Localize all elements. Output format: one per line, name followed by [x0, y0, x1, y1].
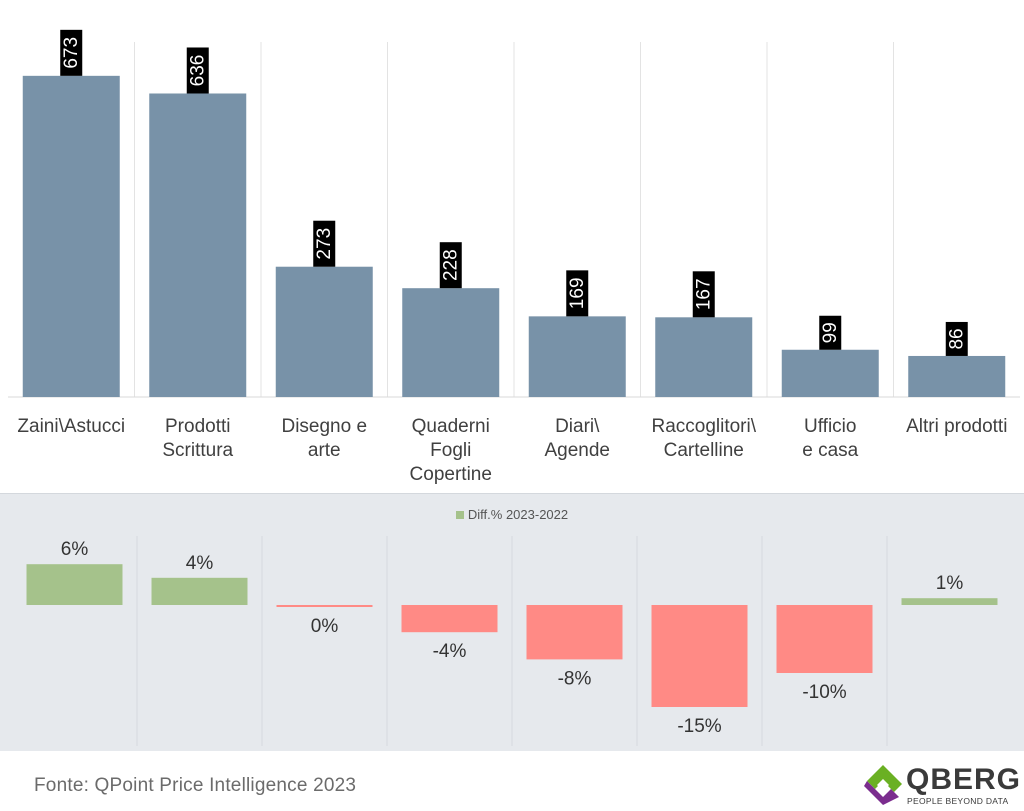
legend-swatch	[455, 511, 464, 519]
category-label-line: Copertine	[410, 464, 492, 485]
data-label-text: 673	[61, 37, 82, 69]
bar	[149, 93, 247, 397]
data-label: 6%	[61, 539, 89, 560]
category-label-line: Fogli	[430, 440, 471, 461]
category-label: Ufficio e casa	[802, 416, 858, 461]
logo-name: QBERG	[906, 763, 1022, 796]
data-label: 86	[945, 321, 968, 356]
category-label-line: Altri prodotti	[906, 416, 1007, 437]
data-label-text: 636	[187, 55, 208, 87]
category-label: Prodotti Scrittura	[162, 416, 233, 461]
category-label-line: e casa	[802, 440, 858, 461]
bar	[275, 266, 373, 397]
bar	[901, 598, 998, 605]
category-label-line: Ufficio	[804, 416, 856, 437]
category-label: Altri prodotti	[906, 416, 1007, 437]
data-label: 167	[692, 271, 715, 318]
category-label-line: Scrittura	[162, 440, 233, 461]
category-label: Quaderni Fogli Copertine	[410, 416, 492, 485]
data-label-background	[692, 271, 715, 318]
qberg-logo-icon	[864, 765, 902, 805]
data-label-background	[60, 29, 83, 76]
category-label-line: Cartelline	[664, 440, 744, 461]
data-label: -4%	[433, 641, 467, 662]
data-label: 169	[566, 270, 589, 317]
difference-bar-chart: 6% 4% 0% -4% -8% -15% -10% 1%	[26, 536, 998, 746]
category-label-line: Raccoglitori\	[651, 416, 756, 437]
source-note: Fonte: QPoint Price Intelligence 2023	[34, 775, 357, 796]
qberg-logo: QBERG PEOPLE BEYOND DATA	[862, 763, 1020, 807]
volume-bar-chart: 673 Zaini\Astucci 636 Prodotti Scrittura 273 D…	[8, 29, 1020, 485]
category-label-line: Diari\	[555, 416, 600, 437]
bar	[22, 75, 120, 398]
data-label: 0%	[311, 616, 339, 637]
bar	[908, 355, 1006, 397]
bar	[528, 316, 626, 397]
bar	[651, 605, 748, 707]
legend-label: Diff.% 2023-2022	[467, 507, 569, 522]
data-label: -8%	[558, 668, 592, 689]
bar	[276, 605, 373, 607]
data-label-text: 273	[314, 228, 335, 260]
category-label-line: Disegno e	[281, 416, 367, 437]
difference-panel: Diff.% 2023-2022 6% 4% 0% -4% -8% -15% -10% 1%	[0, 493, 1024, 751]
data-label-background	[819, 315, 842, 350]
data-label: -15%	[677, 716, 721, 737]
category-label-line: arte	[308, 440, 341, 461]
data-label: 4%	[186, 553, 214, 574]
data-label-background	[186, 47, 209, 94]
logo-tagline: PEOPLE BEYOND DATA	[907, 796, 1009, 806]
data-label-text: 169	[567, 277, 588, 309]
data-label: 228	[439, 242, 462, 289]
data-label-text: 99	[820, 322, 841, 343]
data-label: 99	[819, 315, 842, 350]
bar	[401, 605, 498, 633]
bar	[526, 605, 623, 660]
category-label-line: Quaderni	[412, 416, 490, 437]
data-label-background	[313, 220, 336, 267]
bar	[776, 605, 873, 673]
bar	[151, 577, 248, 605]
category-label-line: Zaini\Astucci	[17, 416, 125, 437]
category-label: Disegno e arte	[281, 416, 367, 461]
data-label-background	[945, 321, 968, 356]
bar	[26, 564, 123, 605]
data-label-background	[566, 270, 589, 317]
data-label: 636	[186, 47, 209, 94]
legend: Diff.% 2023-2022	[0, 507, 1024, 522]
bar	[402, 288, 500, 397]
category-label: Zaini\Astucci	[17, 416, 125, 437]
data-label-text: 228	[440, 249, 461, 281]
category-label: Diari\ Agende	[544, 416, 610, 461]
category-label-line: Agende	[544, 440, 610, 461]
data-label-text: 86	[946, 328, 967, 349]
data-label: 673	[60, 29, 83, 76]
category-label: Raccoglitori\ Cartelline	[651, 416, 756, 461]
data-label: 273	[313, 220, 336, 267]
data-label: 1%	[936, 573, 964, 594]
data-label-text: 167	[693, 278, 714, 310]
bar	[655, 317, 753, 397]
data-label-background	[439, 242, 462, 289]
data-label: -10%	[802, 682, 846, 703]
bar	[781, 349, 879, 397]
category-label-line: Prodotti	[165, 416, 230, 437]
